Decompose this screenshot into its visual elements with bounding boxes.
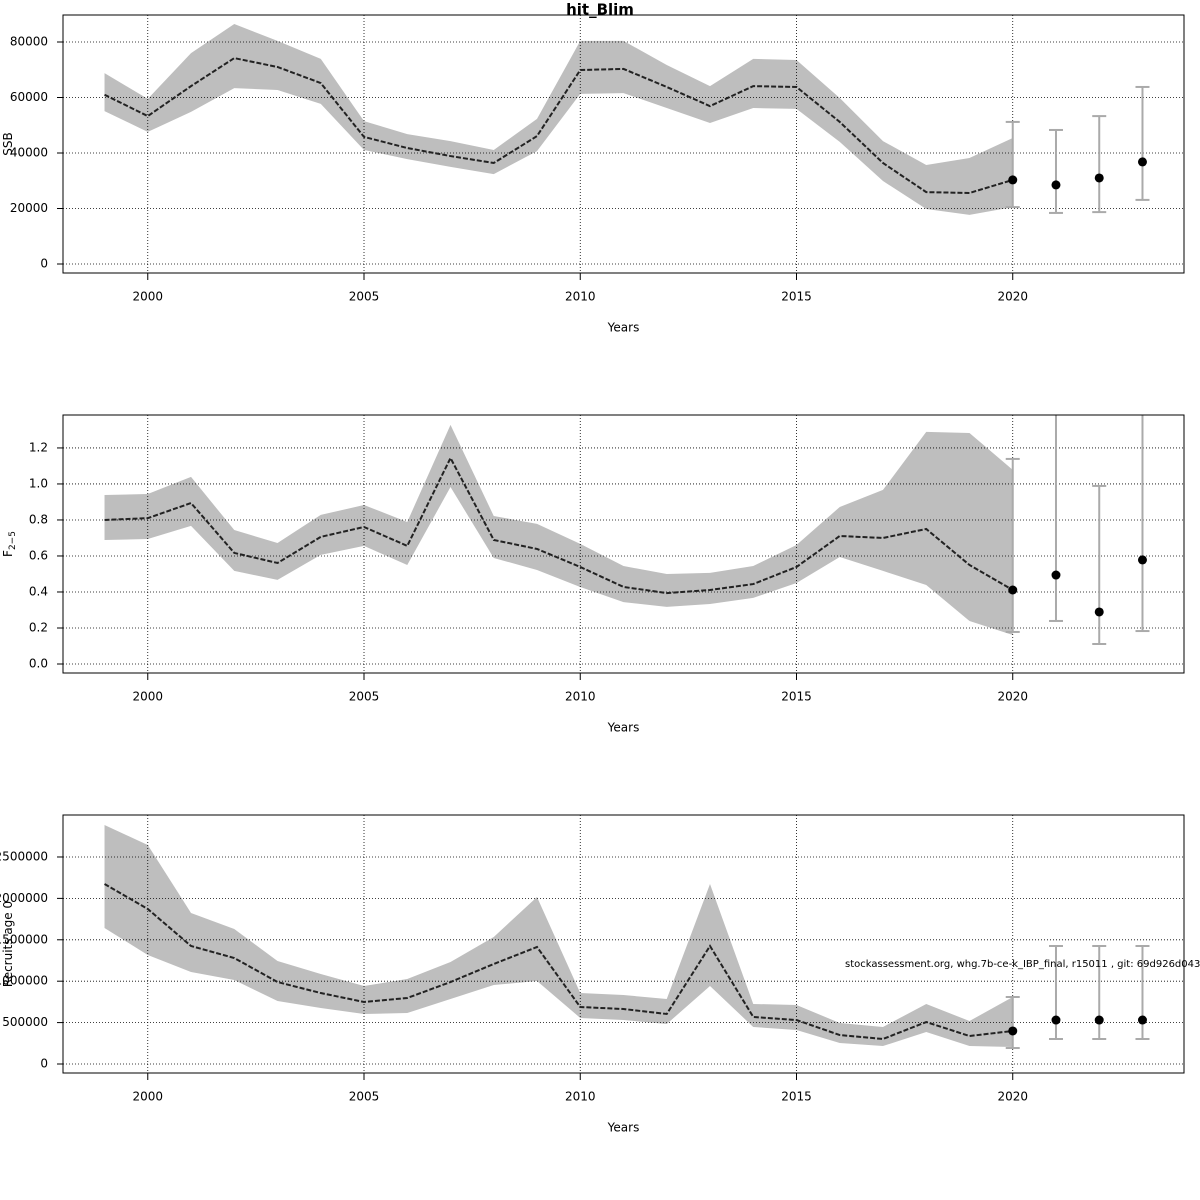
x-tick-label: 2010 <box>565 290 596 304</box>
forecast-point <box>1137 157 1147 167</box>
y-tick-label: 1.2 <box>29 440 48 454</box>
plot-area <box>63 15 1184 273</box>
y-axis-label-text: F <box>1 550 15 557</box>
y-axis-label: Recruits age 0 <box>1 901 15 987</box>
y-tick-label: 2500000 <box>0 849 48 863</box>
y-axis-label: SSB <box>1 132 15 155</box>
forecast-point <box>1094 1015 1104 1025</box>
error-bar <box>1135 85 1150 201</box>
estimate-line <box>104 455 1014 595</box>
x-tick-label: 2005 <box>349 1090 380 1104</box>
y-tick-label: 0.8 <box>29 512 48 526</box>
error-bar <box>1092 115 1107 214</box>
x-tick-label: 2000 <box>132 1090 163 1104</box>
forecast-point <box>1094 173 1104 183</box>
x-tick-label: 2000 <box>132 290 163 304</box>
x-tick-label: 2015 <box>781 290 812 304</box>
y-tick-label: 0 <box>40 1056 48 1070</box>
chart-title: hit_Blim <box>566 1 634 19</box>
forecast-point <box>1008 175 1018 185</box>
error-bar <box>1005 120 1020 209</box>
y-axis-label-subscript: 2−5 <box>8 531 18 550</box>
error-bar <box>1005 457 1020 633</box>
error-bar <box>1005 996 1020 1050</box>
estimate-line <box>104 883 1013 1041</box>
x-axis-label: Years <box>607 1121 640 1135</box>
x-tick-label: 2020 <box>997 1090 1028 1104</box>
x-tick-label: 2000 <box>132 690 163 704</box>
plot-frame <box>62 414 1185 674</box>
y-tick-label: 20000 <box>10 201 48 215</box>
estimate-line <box>104 57 1014 194</box>
forecast-point <box>1051 1015 1061 1025</box>
y-tick-label: 0 <box>40 257 48 271</box>
y-tick-label: 1.0 <box>29 476 48 490</box>
y-tick-label: 0.2 <box>29 620 48 634</box>
forecast-point <box>1137 1015 1147 1025</box>
y-axis-label: F2−5 <box>1 531 18 557</box>
plot-frame <box>62 14 1185 274</box>
y-tick-label: 2000000 <box>0 891 48 905</box>
y-axis-label-text: SSB <box>1 132 15 155</box>
x-axis-label: Years <box>607 321 640 335</box>
confidence-band <box>104 424 1013 636</box>
forecast-point <box>1008 585 1018 595</box>
y-tick-label: 0.4 <box>29 584 48 598</box>
x-tick-label: 2010 <box>565 1090 596 1104</box>
error-bar <box>1048 128 1063 214</box>
error-bar <box>1092 484 1107 646</box>
error-bar <box>1135 415 1150 633</box>
confidence-band <box>104 825 1013 1048</box>
plot-area <box>63 815 1184 1073</box>
x-tick-label: 2020 <box>997 690 1028 704</box>
x-tick-label: 2015 <box>781 690 812 704</box>
annotation: stockassessment.org, whg.7b-ce-k_IBP_fin… <box>845 959 1200 970</box>
confidence-band <box>104 23 1013 215</box>
y-tick-label: 0.6 <box>29 548 48 562</box>
y-tick-label: 40000 <box>10 146 48 160</box>
plot-area <box>63 415 1184 673</box>
x-tick-label: 2005 <box>349 290 380 304</box>
y-tick-label: 500000 <box>2 1015 48 1029</box>
x-tick-label: 2015 <box>781 1090 812 1104</box>
x-tick-label: 2005 <box>349 690 380 704</box>
y-tick-label: 60000 <box>10 90 48 104</box>
forecast-point <box>1051 180 1061 190</box>
forecast-point <box>1094 607 1104 617</box>
forecast-point <box>1137 555 1147 565</box>
forecast-point <box>1008 1026 1018 1036</box>
y-tick-label: 1000000 <box>0 974 48 988</box>
y-tick-label: 0.0 <box>29 656 48 670</box>
plot-frame <box>62 814 1185 1074</box>
y-tick-label: 1500000 <box>0 932 48 946</box>
y-tick-label: 80000 <box>10 35 48 49</box>
x-tick-label: 2010 <box>565 690 596 704</box>
x-axis-label: Years <box>607 721 640 735</box>
forecast-point <box>1051 570 1061 580</box>
y-axis-label-text: Recruits age 0 <box>1 901 15 987</box>
error-bar <box>1048 415 1063 622</box>
x-tick-label: 2020 <box>997 290 1028 304</box>
